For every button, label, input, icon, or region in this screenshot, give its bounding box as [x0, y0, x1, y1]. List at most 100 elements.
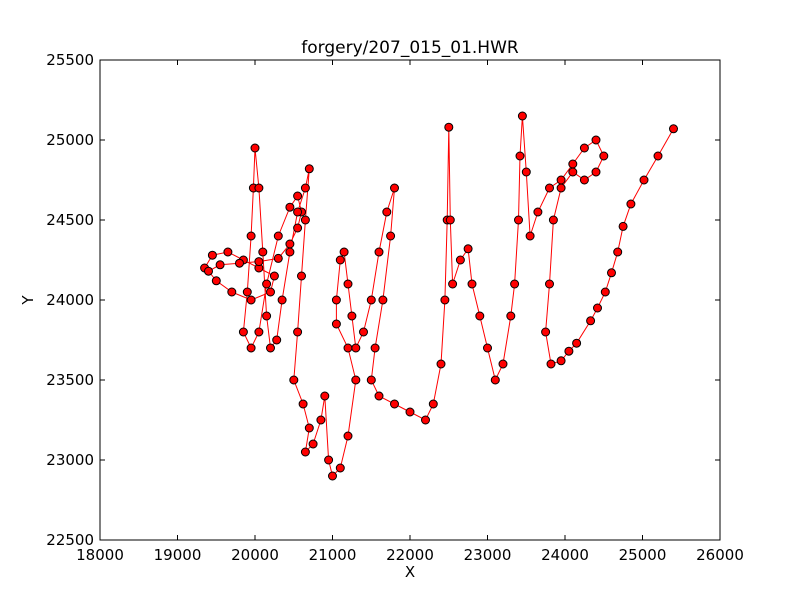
data-point	[366, 375, 376, 385]
data-point	[331, 295, 341, 305]
data-point	[359, 327, 368, 337]
data-point	[339, 247, 349, 257]
data-point	[246, 295, 256, 305]
data-point	[335, 463, 345, 473]
x-tick-label: 22000	[386, 546, 434, 564]
x-axis-label: X	[405, 563, 415, 581]
x-tick-label: 20000	[231, 546, 279, 564]
data-point	[272, 335, 282, 345]
data-point	[293, 207, 303, 217]
data-point	[548, 215, 558, 225]
data-point	[545, 279, 554, 289]
x-tick-label: 19000	[154, 546, 202, 564]
data-point	[483, 343, 492, 353]
data-point	[556, 356, 566, 366]
data-point	[300, 183, 310, 193]
data-point	[266, 343, 275, 353]
data-point	[262, 279, 272, 289]
data-point	[521, 167, 531, 177]
data-point	[374, 247, 384, 257]
data-point	[266, 287, 275, 297]
data-point	[285, 202, 295, 212]
data-point	[316, 415, 326, 425]
data-point	[607, 268, 616, 278]
data-point	[207, 250, 217, 260]
data-point	[382, 207, 392, 217]
data-point	[289, 375, 299, 385]
y-tick-label: 22500	[46, 531, 94, 549]
y-tick-label: 24000	[46, 291, 94, 309]
data-point	[227, 287, 237, 297]
data-point	[238, 327, 248, 337]
data-point	[273, 253, 283, 263]
y-axis-label: Y	[19, 295, 37, 306]
data-point	[475, 311, 485, 321]
data-point	[467, 279, 477, 289]
chart-title: forgery/207_015_01.HWR	[301, 38, 519, 58]
data-point	[293, 327, 303, 337]
data-point	[545, 183, 554, 193]
data-point	[613, 247, 623, 257]
data-point	[564, 346, 574, 356]
data-point	[455, 255, 465, 265]
data-point	[440, 295, 450, 305]
data-point	[235, 258, 244, 268]
plot-area: 18000 19000 20000 21000 22000 23000 24000 25000…	[46, 51, 744, 564]
data-point	[366, 295, 376, 305]
data-point	[463, 244, 473, 254]
x-tick-label: 26000	[696, 546, 744, 564]
data-point	[304, 423, 314, 433]
y-tick-label: 25500	[46, 51, 94, 69]
data-point	[572, 338, 582, 348]
y-tick-label: 23500	[46, 371, 94, 389]
data-point	[347, 311, 357, 321]
y-tick-label: 24500	[46, 211, 94, 229]
data-point	[293, 191, 303, 201]
data-point	[246, 343, 256, 353]
data-point	[506, 311, 516, 321]
data-series	[200, 111, 678, 481]
y-tick-label: 23000	[46, 451, 94, 469]
data-point	[514, 215, 523, 225]
data-point	[515, 151, 525, 161]
data-point	[351, 343, 361, 353]
data-point	[556, 175, 566, 185]
data-point	[343, 431, 353, 441]
data-point	[556, 183, 566, 193]
data-point	[599, 151, 609, 161]
data-point	[498, 359, 508, 369]
data-point	[386, 231, 396, 241]
data-point	[586, 316, 596, 326]
data-point	[308, 439, 318, 449]
data-point	[444, 122, 454, 132]
data-point	[298, 399, 308, 409]
data-point	[421, 415, 430, 425]
y-tick-label: 25000	[46, 131, 94, 149]
data-point	[390, 183, 399, 193]
data-point	[533, 207, 543, 217]
data-point	[320, 391, 330, 401]
data-point	[273, 231, 283, 241]
data-point	[343, 279, 353, 289]
data-point	[262, 311, 272, 321]
series-line	[204, 115, 674, 477]
data-point	[285, 239, 295, 249]
data-point	[593, 303, 602, 313]
data-point	[448, 279, 458, 289]
data-point	[517, 111, 527, 121]
data-point	[211, 276, 221, 286]
data-point	[269, 271, 279, 281]
x-tick-label: 18000	[76, 546, 124, 564]
data-point	[669, 124, 678, 134]
data-point	[250, 143, 260, 153]
data-point	[618, 221, 628, 231]
data-point	[591, 135, 601, 145]
data-point	[568, 159, 578, 169]
plot-frame	[99, 59, 721, 541]
data-point	[258, 247, 268, 257]
data-point	[297, 271, 306, 281]
data-point	[626, 199, 636, 209]
data-point	[390, 399, 399, 409]
data-point	[579, 143, 589, 153]
